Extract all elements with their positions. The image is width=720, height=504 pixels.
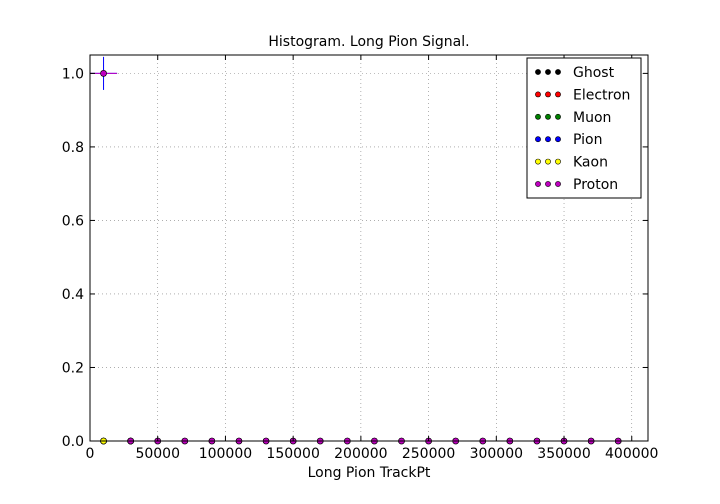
legend-marker [555, 181, 561, 187]
legend-item: Pion [535, 132, 602, 148]
x-tick-label: 200000 [334, 446, 387, 462]
y-tick-label: 0.4 [62, 287, 84, 303]
x-tick-label: 350000 [537, 446, 590, 462]
x-tick-label: 250000 [402, 446, 455, 462]
x-tick-label: 50000 [135, 446, 180, 462]
legend-marker [545, 113, 551, 120]
legend-label: Pion [573, 132, 602, 148]
y-tick-label: 0.6 [62, 213, 84, 229]
y-tick-label: 0.0 [62, 434, 84, 450]
axis-ticks: 0 50000 100000 150000 200000 250000 300000 3500… [62, 55, 658, 462]
legend-marker [555, 113, 561, 120]
legend: Ghost Electron Muon Pion Kaon Proton [526, 57, 642, 199]
legend-label: Electron [573, 87, 630, 103]
legend-item: Electron [535, 87, 630, 103]
y-tick-label: 0.2 [62, 360, 84, 376]
legend-marker [555, 69, 561, 75]
legend-item: Proton [535, 177, 618, 193]
y-tick-label: 1.0 [62, 66, 84, 82]
y-tick-label: 0.8 [62, 140, 84, 156]
legend-marker [535, 136, 541, 143]
x-tick-label: 400000 [605, 446, 658, 462]
x-tick-label: 100000 [199, 446, 252, 462]
legend-marker [555, 91, 561, 98]
legend-marker [545, 158, 551, 165]
chart-title: Histogram. Long Pion Signal. [268, 34, 469, 50]
legend-marker [535, 181, 541, 187]
legend-marker [535, 91, 541, 98]
data-point [100, 70, 107, 77]
legend-marker [545, 136, 551, 143]
legend-marker [545, 181, 551, 187]
legend-marker [555, 158, 561, 165]
legend-marker [535, 158, 541, 165]
legend-marker [535, 113, 541, 120]
legend-marker [535, 69, 541, 75]
legend-item: Ghost [535, 65, 615, 81]
legend-label: Ghost [573, 65, 615, 81]
plot-frame [89, 54, 649, 442]
legend-item: Muon [535, 110, 611, 126]
legend-item: Kaon [535, 155, 608, 171]
x-tick-label: 150000 [266, 446, 319, 462]
legend-marker [545, 91, 551, 98]
legend-marker [545, 69, 551, 75]
x-tick-label: 300000 [470, 446, 523, 462]
legend-label: Kaon [573, 155, 608, 171]
legend-marker [555, 136, 561, 143]
x-axis-label: Long Pion TrackPt [308, 465, 431, 481]
legend-label: Proton [573, 177, 618, 193]
legend-box [526, 57, 642, 199]
x-tick-label: 0 [86, 446, 95, 462]
legend-label: Muon [573, 110, 611, 126]
